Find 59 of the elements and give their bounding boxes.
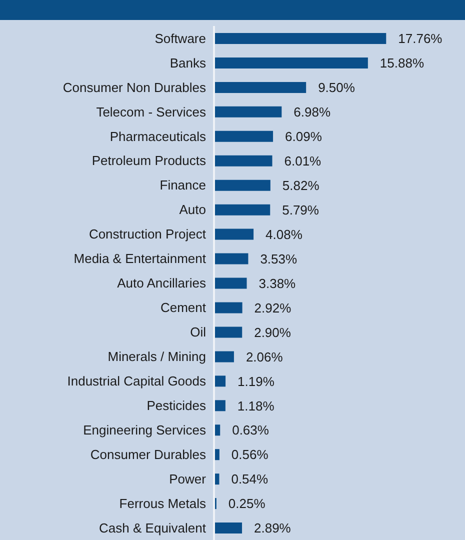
bar — [214, 351, 234, 362]
data-label: 5.79% — [282, 202, 320, 218]
y-tick-label: Telecom - Services — [96, 104, 206, 120]
data-label: 17.76% — [398, 31, 443, 46]
data-label: 2.92% — [254, 300, 292, 316]
bar — [214, 33, 386, 44]
bar — [214, 106, 282, 118]
bar — [214, 228, 254, 240]
y-tick-label: Industrial Capital Goods — [67, 374, 206, 389]
bar — [214, 376, 226, 387]
bar — [214, 180, 270, 191]
y-tick-label: Pharmaceuticals — [110, 128, 206, 144]
y-tick-label: Engineering Services — [83, 422, 206, 438]
data-label: 0.54% — [231, 472, 269, 487]
bar — [214, 130, 274, 142]
data-label: 2.06% — [246, 349, 284, 364]
y-tick-label: Cement — [160, 300, 206, 316]
y-tick-label: Media & Entertainment — [74, 251, 206, 266]
data-label: 15.88% — [380, 56, 424, 71]
bar — [214, 278, 247, 289]
data-label: 4.08% — [266, 226, 303, 242]
y-tick-label: Auto Ancillaries — [117, 276, 206, 291]
bar — [214, 400, 226, 412]
y-tick-label: Construction Project — [88, 226, 206, 242]
bar — [214, 82, 306, 93]
data-label: 5.82% — [282, 178, 320, 193]
data-label: 2.89% — [254, 520, 292, 536]
data-label: 6.98% — [294, 104, 331, 120]
y-tick-label: Banks — [170, 55, 206, 70]
data-label: 6.09% — [285, 129, 322, 144]
y-tick-label: Cash & Equivalent — [99, 520, 206, 536]
y-tick-label: Ferrous Metals — [119, 496, 206, 511]
data-label: 6.01% — [284, 153, 322, 168]
y-tick-label: Petroleum Products — [92, 153, 206, 168]
data-label: 3.38% — [258, 276, 296, 291]
y-tick-label: Consumer Durables — [90, 446, 206, 462]
bar — [214, 326, 242, 338]
y-tick-label: Consumer Non Durables — [62, 80, 206, 95]
bar — [214, 522, 242, 534]
y-tick-label: Minerals / Mining — [108, 349, 206, 364]
y-tick-label: Software — [154, 30, 206, 46]
y-tick-label: Oil — [190, 324, 206, 340]
data-label: 1.18% — [237, 398, 275, 414]
data-label: 2.90% — [254, 324, 292, 340]
data-label: 0.56% — [231, 447, 269, 462]
bar — [214, 204, 270, 216]
data-label: 9.50% — [318, 80, 356, 96]
data-label: 0.25% — [228, 496, 266, 512]
bar — [214, 253, 248, 264]
bar — [214, 302, 242, 314]
y-tick-label: Power — [169, 471, 207, 486]
y-tick-label: Pesticides — [146, 398, 206, 413]
y-tick-label: Finance — [160, 178, 206, 193]
data-label: 0.63% — [232, 422, 270, 438]
data-label: 1.19% — [238, 374, 275, 389]
y-tick-label: Auto — [179, 202, 206, 218]
bar — [214, 57, 368, 68]
data-label: 3.53% — [260, 251, 298, 266]
bar — [214, 155, 272, 166]
